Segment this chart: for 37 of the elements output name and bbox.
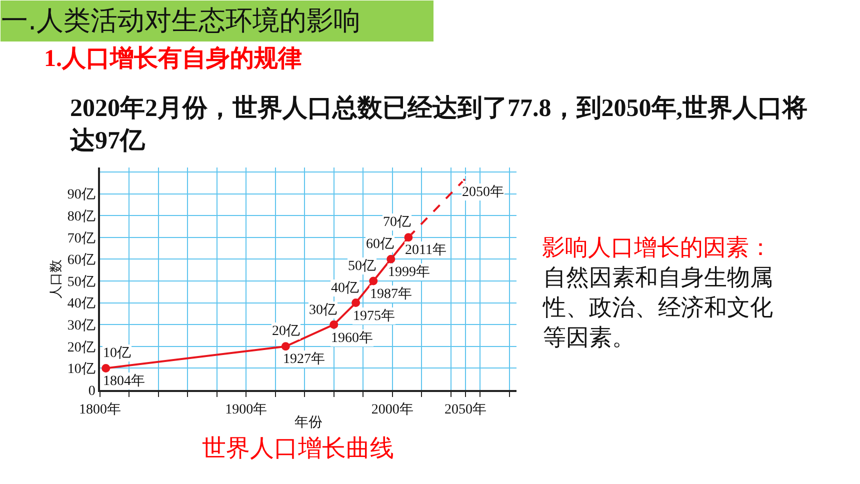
data-label: 60亿 [366,236,394,252]
x-tick-label: 2050年 [444,402,486,418]
text: 影响人口增长的因素： [542,235,772,261]
annotation: 2011年 [405,242,446,258]
annotation: 1999年 [388,264,430,280]
annotation: 2050年 [462,184,504,200]
data-label: 30亿 [309,302,337,318]
text: 世界人口增长曲线 [202,436,394,462]
text: 自然因素和自身生物属性、政治、经济和文化等因素。 [542,265,773,351]
chart-title: 一.人类活动对生态环境的影响 [1,6,361,36]
annotation: 1975年 [353,308,395,324]
data-label: 40亿 [331,280,359,296]
data-label: 70亿 [383,214,411,230]
y-tick-label: 80亿 [67,208,96,224]
y-tick-label: 40亿 [67,296,96,312]
x-axis-title: 年份 [294,414,322,430]
annotation: 1927年 [283,351,325,367]
y-tick-label: 50亿 [67,274,96,290]
y-tick-label: 70亿 [67,230,96,246]
annotation: 1960年 [331,330,373,346]
text: 2020年2月份，世界人口总数已经达到了77.8，到2050年,世界人口将达97亿 [69,94,808,154]
annotation: 1987年 [370,286,412,302]
y-tick-label: 20亿 [67,339,96,356]
chart-subtitle: 1.人口增长有自身的规律 [44,45,302,72]
y-tick-label: 30亿 [67,317,96,334]
x-tick-label: 1800年 [79,402,121,418]
x-tick-label: 2000年 [371,402,414,418]
annotation: 1804年 [103,373,145,389]
data-label: 10亿 [103,345,131,361]
y-tick-label: 90亿 [67,186,96,203]
y-tick-label: 60亿 [67,252,96,268]
y-axis-title: 人口数 [48,259,63,298]
y-tick-label: 0 [88,384,96,399]
data-label: 50亿 [348,258,376,274]
x-tick-label: 1900年 [225,402,268,418]
y-tick-label: 10亿 [67,361,96,378]
data-label: 20亿 [272,323,300,339]
